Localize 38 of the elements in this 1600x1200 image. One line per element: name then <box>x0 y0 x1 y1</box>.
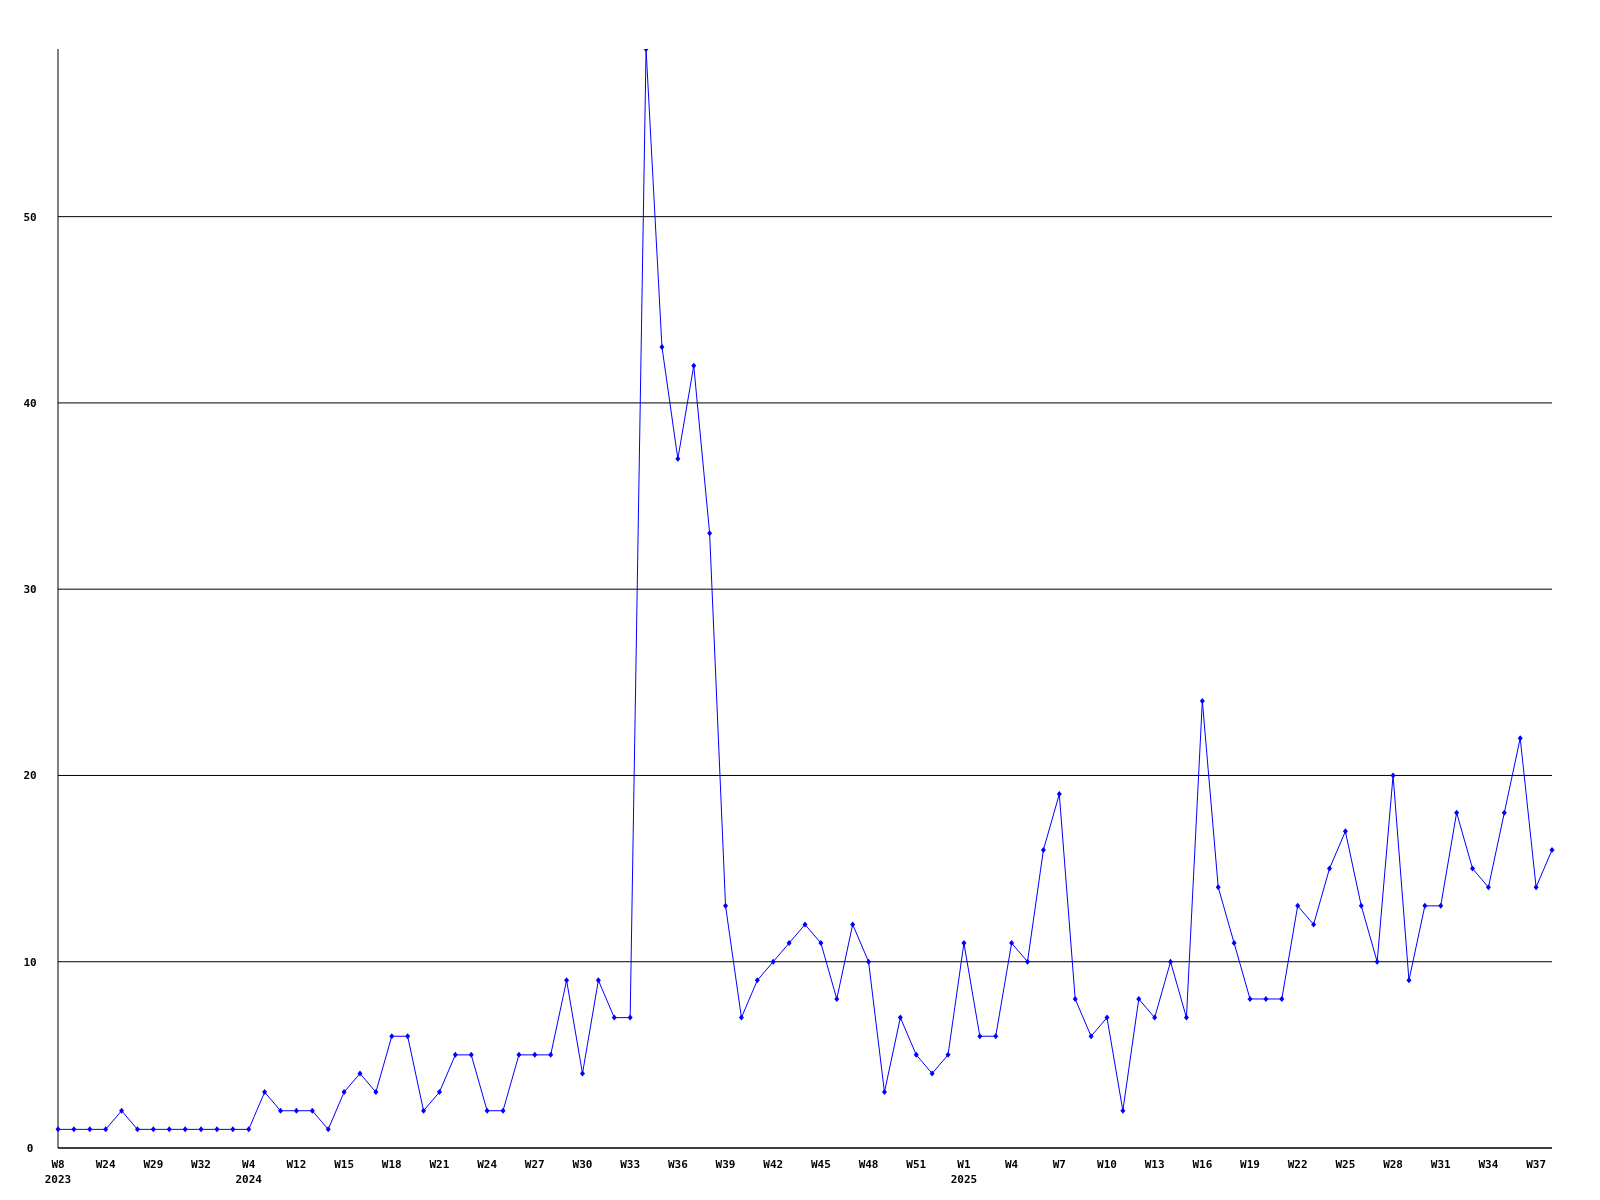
x-tick-label: W21 <box>429 1158 450 1171</box>
x-tick-label: W48 <box>858 1158 879 1171</box>
x-tick-label: W37 <box>1526 1158 1547 1171</box>
y-tick-label: 20 <box>23 769 37 783</box>
x-tick-label: W51 <box>906 1158 927 1171</box>
x-tick-label: W36 <box>667 1158 689 1171</box>
x-tick-label: W19 <box>1240 1158 1260 1171</box>
x-tick-label: W4 <box>1004 1158 1019 1171</box>
x-tick-label: W18 <box>381 1158 402 1171</box>
x-tick-label: W39 <box>715 1158 736 1171</box>
x-tick-label: W10 <box>1097 1158 1117 1171</box>
x-tick-label: W45 <box>810 1158 831 1171</box>
x-tick-label: W30 <box>572 1158 593 1171</box>
x-tick-label: W33 <box>620 1158 641 1171</box>
x-tick-label: W24 <box>477 1158 498 1171</box>
x-tick-label: W24 <box>95 1158 116 1171</box>
y-tick-label: 50 <box>23 210 37 224</box>
x-tick-label: W15 <box>334 1158 355 1171</box>
x-tick-label: W22 <box>1287 1158 1308 1171</box>
x-tick-label: W25 <box>1335 1158 1356 1171</box>
y-tick-label: 30 <box>23 583 37 597</box>
x-tick-label: W27 <box>524 1158 545 1171</box>
x-tick-label: W1 2025 <box>950 1158 978 1186</box>
x-tick-label: W13 <box>1144 1158 1165 1171</box>
x-tick-label: W31 <box>1430 1158 1452 1171</box>
x-tick-label: W8 2023 <box>44 1158 72 1186</box>
y-tick-label: 40 <box>23 396 37 410</box>
x-tick-label: W28 <box>1383 1158 1403 1171</box>
y-tick-label: 10 <box>23 955 37 969</box>
x-tick-label: W42 <box>763 1158 784 1171</box>
y-tick-label: 0 <box>26 1141 34 1155</box>
x-tick-label: W29 <box>143 1158 164 1171</box>
x-tick-label: W32 <box>191 1158 211 1171</box>
x-tick-label: W16 <box>1192 1158 1213 1171</box>
x-tick-label: W7 <box>1052 1158 1066 1171</box>
x-tick-label: W4 2024 <box>235 1158 263 1186</box>
x-tick-label: W12 <box>286 1158 307 1171</box>
x-tick-label: W34 <box>1478 1158 1499 1171</box>
